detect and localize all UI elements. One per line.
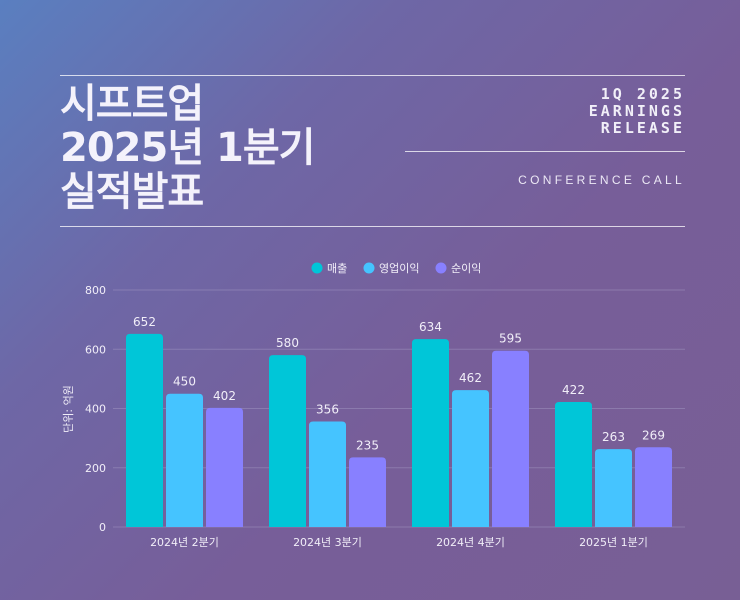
- bar-영업이익: [166, 393, 203, 527]
- bar-매출: [269, 355, 306, 527]
- bar-순이익: [492, 350, 529, 527]
- bottom-rule: [60, 226, 685, 227]
- title-line-1: 시프트업: [60, 81, 204, 127]
- chart-bars: [126, 333, 672, 527]
- chart-legend: 매출 영업이익 순이익: [311, 262, 481, 275]
- legend-label: 매출: [327, 262, 347, 275]
- legend-swatch: [311, 262, 323, 274]
- legend-label: 영업이익: [379, 262, 419, 275]
- chart-x-axis: 2024년 2분기 2024년 3분기 2024년 4분기 2025년 1분기: [150, 536, 648, 549]
- bar-순이익: [349, 457, 386, 527]
- y-tick-label: 200: [85, 462, 106, 475]
- bar-영업이익: [452, 390, 489, 527]
- data-label: 652: [133, 315, 156, 329]
- x-tick-label: 2024년 2분기: [150, 536, 219, 549]
- x-tick-label: 2024년 4분기: [436, 536, 505, 549]
- bar-순이익: [635, 447, 672, 527]
- x-tick-label: 2025년 1분기: [579, 536, 648, 549]
- y-tick-label: 0: [99, 521, 106, 534]
- middle-rule: [405, 151, 685, 152]
- y-axis-label: 단위: 억원: [62, 385, 75, 433]
- page-title: 시프트업 2025년 1분기 실적발표: [60, 82, 390, 214]
- bar-매출: [555, 401, 592, 527]
- data-label: 595: [499, 332, 522, 346]
- right-title-line-2: EARNINGS: [588, 102, 685, 120]
- bar-영업이익: [595, 449, 632, 527]
- right-title-line-3: RELEASE: [600, 119, 685, 137]
- bar-매출: [126, 333, 163, 527]
- bar-영업이익: [309, 421, 346, 527]
- data-label: 402: [213, 389, 236, 403]
- earnings-release-heading: 1Q 2025 EARNINGS RELEASE: [589, 86, 685, 137]
- right-title-line-1: 1Q 2025: [600, 85, 685, 103]
- top-rule: [60, 75, 685, 76]
- legend-swatch: [435, 262, 447, 274]
- legend-swatch: [363, 262, 375, 274]
- bar-순이익: [206, 407, 243, 527]
- title-line-2: 2025년 1분기: [60, 125, 316, 171]
- data-label: 580: [276, 336, 299, 350]
- y-tick-label: 600: [85, 343, 106, 356]
- y-tick-label: 400: [85, 403, 106, 416]
- conference-call-label: CONFERENCE CALL: [518, 173, 685, 187]
- chart-data-labels: 652 450 402 580 356 235 634 462 595 422 263 269: [133, 315, 665, 453]
- data-label: 356: [316, 403, 339, 417]
- data-label: 462: [459, 371, 482, 385]
- title-line-3: 실적발표: [60, 169, 204, 215]
- data-label: 235: [356, 438, 379, 452]
- legend-label: 순이익: [451, 262, 481, 275]
- data-label: 450: [173, 375, 196, 389]
- bar-매출: [412, 339, 449, 527]
- data-label: 422: [562, 383, 585, 397]
- x-tick-label: 2024년 3분기: [293, 536, 362, 549]
- data-label: 263: [602, 430, 625, 444]
- data-label: 269: [642, 428, 665, 442]
- data-label: 634: [419, 320, 442, 334]
- y-tick-label: 800: [85, 284, 106, 297]
